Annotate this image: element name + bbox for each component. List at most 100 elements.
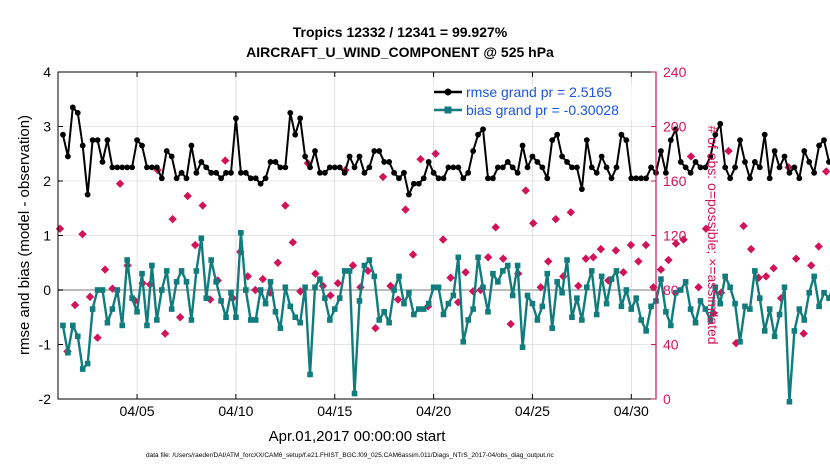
- obs-count-point: [446, 274, 454, 282]
- rmse-point: [574, 164, 580, 170]
- obs-count-point: [544, 257, 552, 265]
- bias-point: [317, 276, 323, 282]
- bias-point: [742, 304, 748, 310]
- bias-point: [253, 317, 259, 323]
- rmse-point: [643, 175, 649, 181]
- obs-count-point: [747, 245, 755, 253]
- obs-count-point: [664, 256, 672, 264]
- rmse-point: [100, 159, 106, 165]
- rmse-point: [539, 164, 545, 170]
- bias-point: [520, 344, 526, 350]
- obs-count-point: [522, 186, 530, 194]
- bias-point: [268, 279, 274, 285]
- y-tick-label: 1: [43, 228, 51, 244]
- bias-point: [278, 325, 284, 331]
- bias-point: [609, 276, 615, 282]
- bias-point: [416, 306, 422, 312]
- rmse-point: [584, 137, 590, 143]
- rmse-point: [189, 143, 195, 149]
- obs-count-point: [822, 167, 830, 175]
- rmse-point: [534, 159, 540, 165]
- rmse-point: [752, 159, 758, 165]
- rmse-point: [421, 175, 427, 181]
- bias-point: [154, 317, 160, 323]
- rmse-point: [614, 164, 620, 170]
- bias-point: [544, 271, 550, 277]
- bias-point: [100, 287, 106, 293]
- obs-count-point: [792, 254, 800, 262]
- obs-count-point: [401, 205, 409, 213]
- rmse-point: [391, 170, 397, 176]
- bias-point: [594, 312, 600, 318]
- obs-count-point: [183, 192, 191, 200]
- bias-point: [248, 317, 254, 323]
- bias-point: [816, 304, 822, 310]
- rmse-point: [796, 175, 802, 181]
- bias-point: [628, 306, 634, 312]
- rmse-point: [184, 175, 190, 181]
- rmse-point: [139, 143, 145, 149]
- rmse-point: [559, 154, 565, 160]
- bias-point: [441, 312, 447, 318]
- rmse-point: [688, 170, 694, 176]
- obs-count-point: [371, 324, 379, 332]
- bias-point: [569, 314, 575, 320]
- bias-point: [821, 290, 827, 296]
- rmse-point: [203, 164, 209, 170]
- bias-point: [668, 323, 674, 329]
- bias-point: [297, 320, 303, 326]
- bias-point: [525, 293, 531, 299]
- rmse-point: [287, 110, 293, 116]
- rmse-point: [198, 159, 204, 165]
- bias-point: [762, 328, 768, 334]
- bias-point: [287, 304, 293, 310]
- obs-count-point: [176, 313, 184, 321]
- rmse-point: [233, 115, 239, 121]
- rmse-point: [124, 164, 130, 170]
- bias-point: [806, 290, 812, 296]
- bias-point: [495, 279, 501, 285]
- bias-point: [110, 306, 116, 312]
- rmse-point: [485, 175, 491, 181]
- rmse-point: [446, 164, 452, 170]
- rmse-point: [371, 148, 377, 154]
- bias-point: [322, 295, 328, 301]
- bias-point: [772, 334, 778, 340]
- bias-point: [199, 235, 205, 241]
- rmse-point: [569, 164, 575, 170]
- rmse-point: [757, 164, 763, 170]
- bias-point: [752, 268, 758, 274]
- bias-point: [643, 328, 649, 334]
- rmse-point: [65, 154, 71, 160]
- rmse-point: [450, 164, 456, 170]
- rmse-point: [782, 154, 788, 160]
- rmse-point: [357, 154, 363, 160]
- rmse-point: [579, 186, 585, 192]
- bias-point: [179, 268, 185, 274]
- bias-point: [782, 284, 788, 290]
- obs-count-point: [394, 295, 402, 303]
- rmse-point: [90, 137, 96, 143]
- rmse-point: [282, 164, 288, 170]
- rmse-point: [821, 137, 827, 143]
- bias-point: [683, 279, 689, 285]
- bias-point: [238, 230, 244, 236]
- legend-bias-label: bias grand pr = -0.30028: [466, 102, 619, 118]
- bias-point: [95, 287, 101, 293]
- rmse-point: [208, 170, 214, 176]
- rmse-point: [277, 164, 283, 170]
- rmse-point: [549, 137, 555, 143]
- rmse-point: [510, 164, 516, 170]
- obs-count-point: [168, 215, 176, 223]
- bias-point: [213, 279, 219, 285]
- rmse-point: [441, 175, 447, 181]
- bias-point: [119, 323, 125, 329]
- bias-point: [826, 295, 830, 301]
- legend: rmse grand pr = 2.5165 bias grand pr = -…: [430, 84, 640, 120]
- bias-point: [500, 268, 506, 274]
- rmse-point: [530, 154, 536, 160]
- rmse-point: [317, 170, 323, 176]
- bias-point: [362, 263, 368, 269]
- bias-point: [648, 304, 654, 310]
- obs-count-point: [762, 272, 770, 280]
